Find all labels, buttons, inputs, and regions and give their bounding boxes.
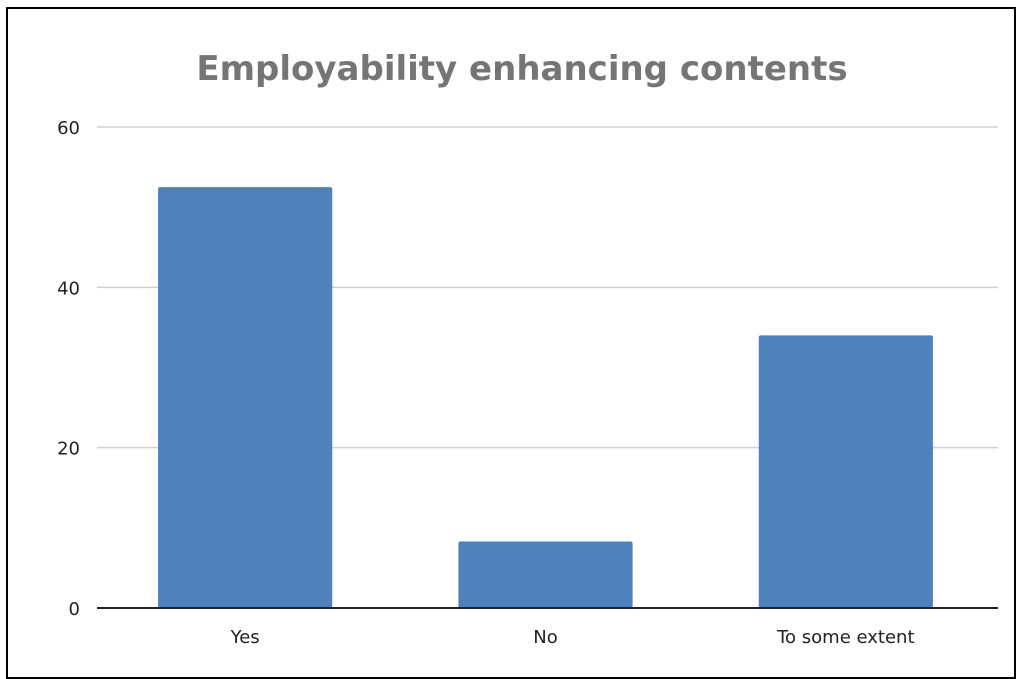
x-axis-tick-labels: Yes No To some extent — [230, 627, 915, 648]
bar-to-some-extent — [758, 335, 933, 608]
bar-no — [458, 541, 633, 608]
y-axis-tick-labels: 0 20 40 60 — [57, 118, 80, 620]
y-tick-label: 0 — [69, 599, 80, 620]
x-tick-label: To some extent — [776, 627, 914, 648]
bars — [158, 187, 933, 608]
y-tick-label: 40 — [57, 278, 80, 299]
y-tick-label: 20 — [57, 439, 80, 460]
y-tick-label: 60 — [57, 118, 80, 139]
x-tick-label: No — [533, 627, 557, 648]
chart-title: Employability enhancing contents — [196, 49, 847, 89]
x-tick-label: Yes — [230, 627, 260, 648]
bar-yes — [158, 187, 333, 608]
